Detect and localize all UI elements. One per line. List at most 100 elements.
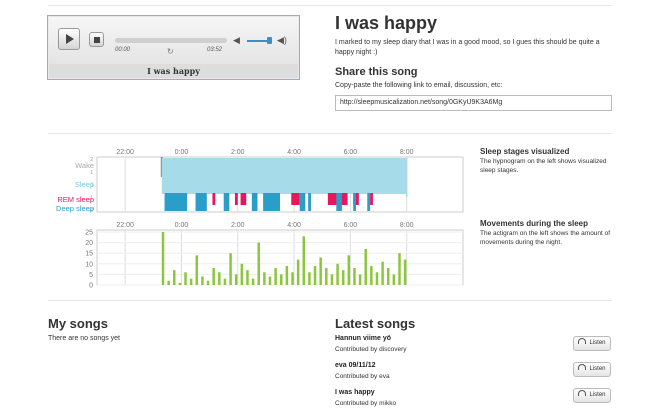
elapsed-time: 00:00 <box>115 47 131 53</box>
hypnogram-deep-segment <box>336 193 342 211</box>
listen-button[interactable]: Listen <box>573 336 611 351</box>
actigram-bar <box>381 261 384 285</box>
actigram-bar <box>285 265 289 285</box>
hypnogram-deep-segment <box>223 193 230 211</box>
actigram-bar <box>240 263 244 285</box>
actigram-time-label: 4:00 <box>287 222 301 229</box>
share-instruction: Copy-paste the following link to email, … <box>335 82 503 89</box>
hypnogram-time-label: 22:00 <box>116 149 134 156</box>
total-duration: 03:52 <box>207 47 223 53</box>
actigram-bar <box>398 253 401 285</box>
actigram-bar <box>280 274 283 285</box>
my-songs-heading: My songs <box>48 316 108 331</box>
player-controls: 00:00 03:52 ↻ ◀ ◀) <box>49 17 298 65</box>
actigram-bar <box>291 272 294 285</box>
actigram-bar <box>178 282 182 285</box>
hypnogram-y-tick: 0 <box>90 183 93 189</box>
actigram-bar <box>274 268 277 285</box>
actigram-bar <box>353 268 356 285</box>
hypnogram-title: Sleep stages visualized <box>480 147 570 156</box>
actigram-bar <box>234 274 238 285</box>
volume-mute-icon[interactable]: ◀ <box>233 35 240 45</box>
hypnogram-rem-segment <box>291 193 300 205</box>
hypnogram-time-label: 0:00 <box>175 149 189 156</box>
listen-button[interactable]: Listen <box>573 388 611 403</box>
actigram-y-tick: 15 <box>85 251 93 258</box>
player-caption: I was happy <box>49 64 298 78</box>
hypnogram-deep-segment <box>195 193 207 211</box>
actigram-bar <box>161 232 165 285</box>
listen-label: Listen <box>589 340 606 346</box>
latest-songs-heading: Latest songs <box>335 316 416 331</box>
actigram-bar <box>173 270 176 285</box>
hypnogram-sleep-band <box>161 158 407 194</box>
share-link-field[interactable]: http://sleepmusicalization.net/song/0GKy… <box>335 95 612 111</box>
hypnogram-time-label: 2:00 <box>231 149 245 156</box>
actigram-bar <box>308 272 311 285</box>
listen-label: Listen <box>589 366 606 372</box>
latest-song-title[interactable]: Hannun viime yö <box>335 335 392 342</box>
hypnogram-description: The hypnogram on the left shows visualiz… <box>480 158 607 174</box>
hypnogram-rem-segment <box>240 193 247 205</box>
headphones-icon <box>578 338 587 344</box>
hypnogram-time-label: 8:00 <box>400 149 414 156</box>
latest-song-title[interactable]: I was happy <box>335 389 375 396</box>
hypnogram-deep-segment <box>353 193 357 211</box>
actigram-bar <box>263 272 266 285</box>
actigram-bar <box>296 259 300 285</box>
actigram-bar <box>370 265 373 285</box>
my-songs-empty: There are no songs yet <box>48 335 120 342</box>
listen-label: Listen <box>589 392 606 398</box>
actigram-bar <box>325 268 328 285</box>
hypnogram-time-label: 4:00 <box>287 149 301 156</box>
hypnogram-stage-label: REM sleep <box>57 195 94 204</box>
share-heading: Share this song <box>335 66 418 78</box>
hypnogram-deep-segment <box>263 193 280 211</box>
song-title: I was happy <box>335 13 438 33</box>
actigram-title: Movements during the sleep <box>480 219 589 228</box>
hypnogram-rem-segment <box>370 193 373 205</box>
headphones-icon <box>578 390 587 396</box>
play-button[interactable] <box>58 28 80 50</box>
audio-player: 00:00 03:52 ↻ ◀ ◀) I was happy <box>47 15 300 80</box>
volume-slider[interactable] <box>247 40 269 42</box>
hypnogram-deep-segment <box>308 193 311 211</box>
charts-divider <box>48 133 612 134</box>
actigram-description: The actigram on the left shows the amoun… <box>480 230 611 246</box>
listen-button[interactable]: Listen <box>573 362 611 377</box>
hypnogram-rem-segment <box>212 193 216 205</box>
actigram-bar <box>319 257 322 285</box>
actigram-bar <box>212 268 215 285</box>
hypnogram-stage-label: Deep sleep <box>56 204 94 213</box>
actigram-bar <box>347 255 351 285</box>
hypnogram-stage-label: Sleep <box>75 180 94 189</box>
actigram-bar <box>330 274 334 285</box>
songs-divider <box>48 300 612 301</box>
hypnogram-deep-segment <box>251 193 258 211</box>
repeat-icon[interactable]: ↻ <box>167 47 174 56</box>
actigram-bar <box>206 280 210 285</box>
actigram-bar <box>364 248 367 285</box>
volume-max-icon[interactable]: ◀) <box>277 35 287 45</box>
hypnogram-stage-label: Wake <box>75 161 94 170</box>
actigram-bar <box>189 278 193 285</box>
actigram-bar <box>167 280 170 285</box>
actigram-y-tick: 20 <box>85 240 93 247</box>
latest-song-title[interactable]: eva 09/11/12 <box>335 362 376 369</box>
stop-button[interactable] <box>89 32 104 47</box>
actigram-y-tick: 5 <box>89 272 93 279</box>
headphones-icon <box>578 364 587 370</box>
latest-song-contributor: Contributed by discovery <box>335 346 407 353</box>
actigram-time-label: 2:00 <box>231 222 245 229</box>
latest-song-contributor: Contributed by eva <box>335 373 390 380</box>
hypnogram-deep-segment <box>164 193 188 211</box>
actigram-bar <box>229 253 232 285</box>
actigram-bar <box>184 272 187 285</box>
hypnogram-deep-segment <box>367 193 371 211</box>
volume-knob[interactable] <box>267 37 272 44</box>
actigram-bar <box>358 274 362 285</box>
actigram-bar <box>403 259 407 285</box>
seek-bar[interactable] <box>115 38 227 43</box>
actigram-bar <box>386 268 390 285</box>
